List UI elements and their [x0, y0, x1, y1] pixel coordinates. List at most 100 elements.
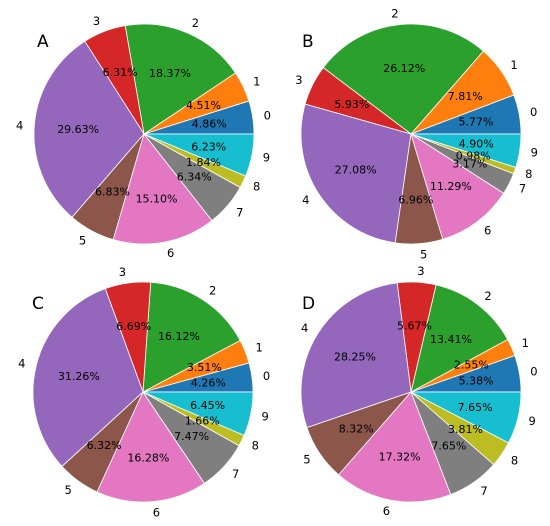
- pie-slice-4: [32, 288, 144, 467]
- slice-value-label: 13.41%: [430, 333, 472, 346]
- slice-value-label: 15.10%: [136, 192, 178, 205]
- slice-category-label: 4: [16, 118, 23, 132]
- slice-value-label: 27.08%: [335, 163, 377, 176]
- pie-slice-2: [142, 281, 241, 393]
- slice-category-label: 6: [153, 506, 160, 520]
- slice-value-label: 16.28%: [127, 451, 169, 464]
- pie-panel-b: 5.77% 0 7.81% 1 26.12% 2 5.93% 3 27.08% 4 6.96% 5 11…: [295, 7, 538, 262]
- slice-category-label: 4: [18, 356, 25, 370]
- slice-value-label: 18.37%: [149, 67, 191, 80]
- pie-panel-d: 5.38% 0 2.55% 1 13.41% 2 5.67% 3 28.25% 4 8.32% 5 17…: [300, 264, 538, 518]
- slice-category-label: 8: [252, 438, 259, 452]
- slice-value-label: 5.38%: [459, 374, 494, 387]
- slice-value-label: 5.77%: [458, 116, 493, 129]
- slice-category-label: 4: [302, 193, 309, 207]
- slice-category-label: 8: [253, 180, 260, 194]
- pie-slice-2: [322, 23, 484, 135]
- pie-slice-6: [96, 391, 205, 503]
- slice-category-label: 1: [253, 75, 260, 89]
- slice-value-label: 4.51%: [186, 99, 221, 112]
- slice-category-label: 8: [511, 453, 518, 467]
- slice-category-label: 2: [484, 289, 491, 303]
- slice-category-label: 3: [295, 73, 302, 87]
- slice-category-label: 1: [522, 336, 529, 350]
- slice-category-label: 8: [525, 167, 532, 181]
- slice-category-label: 5: [420, 248, 427, 262]
- slice-category-label: 2: [391, 7, 398, 21]
- pie-slice-9: [142, 391, 254, 436]
- slice-value-label: 6.34%: [177, 170, 212, 183]
- pie-slice-9: [143, 133, 255, 177]
- slice-value-label: 1.84%: [186, 156, 221, 169]
- panel-letter: C: [32, 294, 44, 314]
- slice-category-label: 9: [529, 414, 536, 428]
- slice-value-label: 1.66%: [185, 415, 220, 428]
- slice-category-label: 7: [232, 467, 239, 481]
- slice-value-label: 7.65%: [431, 440, 466, 453]
- slice-value-label: 5.67%: [397, 320, 432, 333]
- slice-category-label: 9: [531, 146, 538, 160]
- slice-category-label: 0: [264, 109, 271, 123]
- slice-value-label: 6.31%: [103, 66, 138, 79]
- pie-slice-9: [410, 391, 522, 444]
- slice-category-label: 5: [64, 483, 71, 497]
- pie-slice-9: [410, 133, 522, 168]
- slice-value-label: 4.86%: [192, 117, 227, 130]
- slice-value-label: 17.32%: [379, 451, 421, 464]
- slice-category-label: 3: [93, 14, 100, 28]
- slice-value-label: 26.12%: [383, 62, 425, 75]
- slice-value-label: 7.65%: [458, 401, 493, 414]
- slice-category-label: 3: [417, 264, 424, 278]
- slice-category-label: 0: [530, 365, 537, 379]
- slice-category-label: 2: [209, 284, 216, 298]
- slice-value-label: 4.26%: [191, 377, 226, 390]
- slice-category-label: 7: [519, 182, 526, 196]
- panel-letter: A: [37, 32, 49, 52]
- pie-slice-4: [300, 103, 412, 244]
- slice-category-label: 3: [119, 265, 126, 279]
- slice-value-label: 3.81%: [448, 423, 483, 436]
- slice-value-label: 3.17%: [452, 157, 487, 170]
- slice-value-label: 6.96%: [398, 193, 433, 206]
- slice-value-label: 3.51%: [187, 361, 222, 374]
- slice-value-label: 4.90%: [459, 138, 494, 151]
- slice-value-label: 2.55%: [454, 359, 489, 372]
- slice-category-label: 1: [510, 58, 517, 72]
- panel-letter: B: [302, 32, 314, 52]
- slice-value-label: 6.32%: [87, 439, 122, 452]
- pie-slice-6: [338, 391, 452, 503]
- pie-slice-4: [33, 40, 145, 218]
- slice-category-label: 1: [255, 340, 262, 354]
- slice-value-label: 16.12%: [158, 330, 200, 343]
- slice-category-label: 7: [236, 206, 243, 220]
- pie-slice-6: [112, 133, 213, 245]
- slice-value-label: 6.83%: [95, 186, 130, 199]
- slice-category-label: 4: [301, 321, 308, 335]
- slice-value-label: 8.32%: [339, 422, 374, 435]
- slice-category-label: 9: [263, 151, 270, 165]
- slice-value-label: 31.26%: [58, 370, 100, 383]
- slice-value-label: 28.25%: [334, 351, 376, 364]
- slice-category-label: 2: [192, 16, 199, 30]
- slice-value-label: 5.93%: [334, 98, 369, 111]
- pie-panel-a: 4.86% 0 4.51% 1 18.37% 2 6.31% 3 29.63% 4 6.83% 5 15…: [16, 14, 271, 260]
- slice-value-label: 11.29%: [430, 180, 472, 193]
- pie-slice-6: [410, 133, 505, 240]
- slice-category-label: 9: [262, 409, 269, 423]
- slice-category-label: 0: [530, 105, 537, 119]
- slice-category-label: 5: [79, 233, 86, 247]
- panel-letter: D: [302, 294, 315, 314]
- slice-value-label: 6.45%: [190, 399, 225, 412]
- pie-slice-4: [300, 282, 412, 429]
- slice-value-label: 29.63%: [57, 123, 99, 136]
- pie-slice-2: [124, 23, 237, 135]
- slice-value-label: 6.23%: [191, 140, 226, 153]
- slice-value-label: 0.98%: [456, 149, 491, 162]
- slice-category-label: 6: [167, 246, 174, 260]
- slice-category-label: 6: [383, 504, 390, 518]
- slice-value-label: 7.47%: [174, 430, 209, 443]
- slice-value-label: 7.81%: [448, 90, 483, 103]
- pie-slice-2: [410, 284, 509, 393]
- slice-category-label: 5: [303, 452, 310, 466]
